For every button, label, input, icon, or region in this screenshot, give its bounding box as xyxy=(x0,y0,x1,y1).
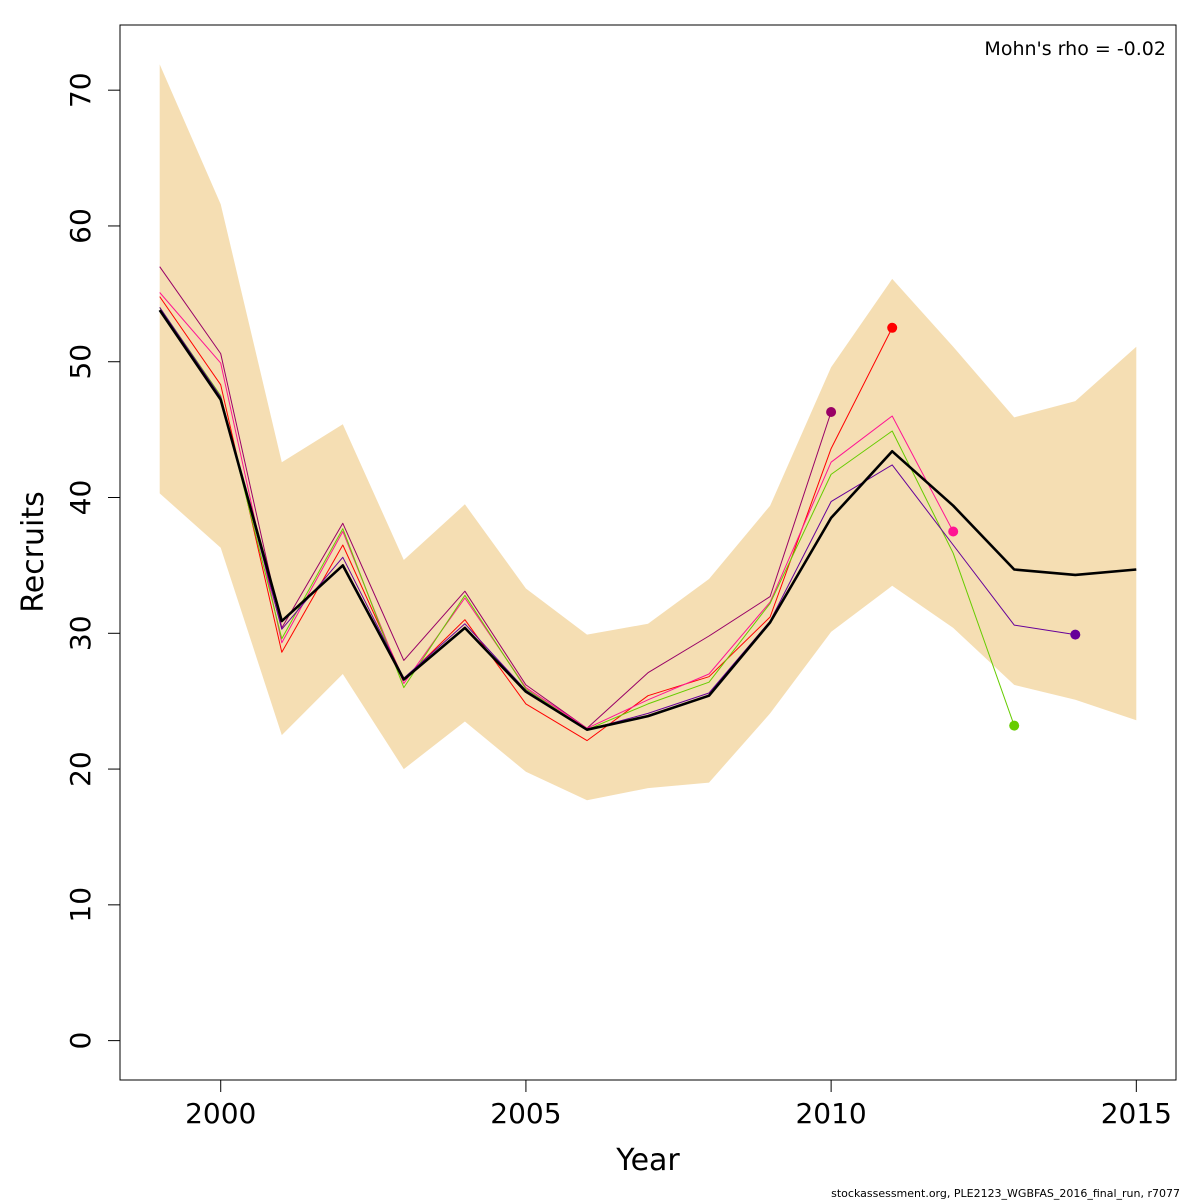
y-tick-label: 70 xyxy=(64,72,97,108)
x-tick-label: 2010 xyxy=(795,1097,866,1130)
y-tick-label: 20 xyxy=(64,751,97,787)
series-endpoint-1 xyxy=(887,322,898,333)
series-line-3 xyxy=(159,292,954,729)
series-endpoint-3 xyxy=(948,526,959,537)
y-tick-label: 50 xyxy=(64,344,97,380)
series-endpoint-5 xyxy=(1070,629,1081,640)
y-tick-label: 40 xyxy=(64,480,97,516)
y-axis-title: Recruits xyxy=(16,491,51,613)
x-tick-label: 2000 xyxy=(185,1097,256,1130)
series-line-0 xyxy=(158,309,1137,732)
confidence-band xyxy=(159,64,1137,801)
series-endpoint-4 xyxy=(1009,720,1020,731)
series-line-1 xyxy=(159,296,893,742)
y-tick-label: 60 xyxy=(64,208,97,244)
x-tick-label: 2015 xyxy=(1101,1097,1172,1130)
y-tick-label: 30 xyxy=(64,615,97,651)
y-tick-label: 0 xyxy=(64,1032,97,1050)
series-endpoint-2 xyxy=(826,407,837,417)
x-axis-title: Year xyxy=(615,1143,680,1178)
y-tick-label: 10 xyxy=(64,887,97,923)
x-tick-label: 2005 xyxy=(490,1097,561,1130)
mohns-rho-annotation: Mohn's rho = -0.02 xyxy=(984,38,1166,60)
footer-credit: stockassessment.org, PLE2123_WGBFAS_2016… xyxy=(831,1187,1180,1200)
